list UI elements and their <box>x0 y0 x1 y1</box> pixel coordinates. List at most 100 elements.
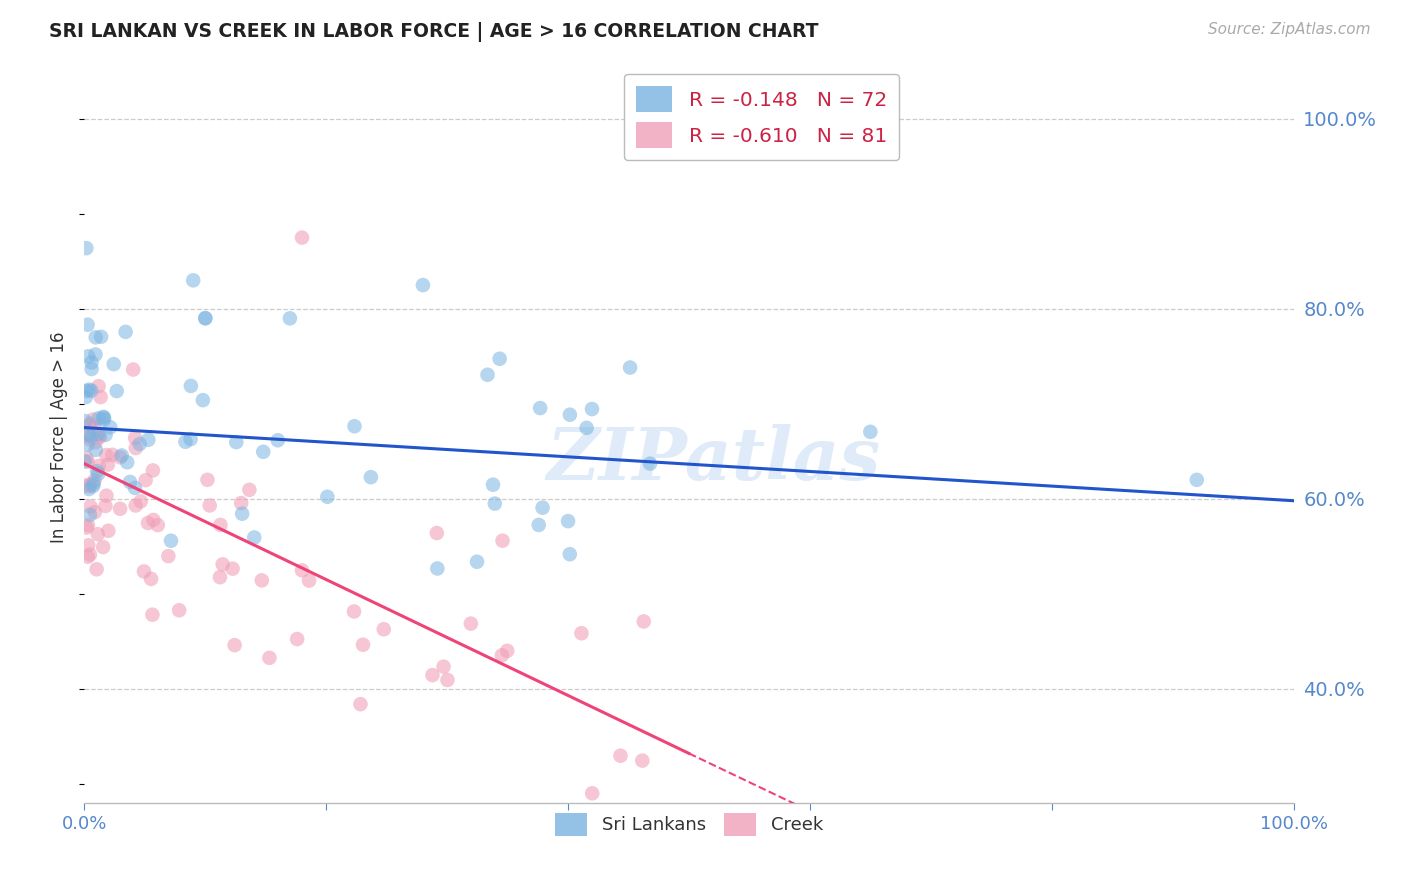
Point <box>142 513 165 527</box>
Point <box>79 477 101 491</box>
Point <box>571 626 593 640</box>
Point <box>631 754 654 768</box>
Point <box>291 230 314 244</box>
Point <box>132 565 155 579</box>
Point <box>581 786 603 800</box>
Point <box>557 514 579 528</box>
Point <box>87 427 110 442</box>
Point <box>84 347 107 361</box>
Point <box>108 501 131 516</box>
Point <box>224 638 246 652</box>
Point <box>267 434 290 448</box>
Point <box>465 555 488 569</box>
Point <box>231 496 253 510</box>
Point <box>80 384 103 398</box>
Point <box>128 437 150 451</box>
Point <box>633 615 655 629</box>
Point <box>76 437 98 451</box>
Point <box>108 450 131 465</box>
Point <box>75 428 97 442</box>
Point <box>96 489 118 503</box>
Point <box>79 479 101 493</box>
Point <box>76 549 98 564</box>
Point <box>142 463 165 477</box>
Point <box>80 429 103 443</box>
Point <box>80 355 103 369</box>
Point <box>77 482 100 496</box>
Point <box>87 379 110 393</box>
Point <box>75 451 97 466</box>
Point <box>373 622 395 636</box>
Point <box>211 558 233 572</box>
Point <box>91 540 114 554</box>
Point <box>198 499 221 513</box>
Point <box>79 508 101 522</box>
Point <box>118 475 141 489</box>
Point <box>412 278 434 293</box>
Point <box>432 659 454 673</box>
Point <box>125 441 148 455</box>
Point <box>181 273 204 287</box>
Point <box>360 470 382 484</box>
Point <box>77 418 100 433</box>
Point <box>491 648 513 663</box>
Point <box>83 420 105 434</box>
Point <box>101 448 124 462</box>
Point <box>89 430 111 444</box>
Point <box>285 632 308 646</box>
Point <box>531 500 554 515</box>
Point <box>76 384 98 398</box>
Point <box>75 390 97 404</box>
Point <box>197 473 219 487</box>
Point <box>124 431 146 445</box>
Point <box>73 479 96 493</box>
Point <box>83 505 105 519</box>
Point <box>77 518 100 533</box>
Point <box>124 481 146 495</box>
Point <box>859 425 882 439</box>
Point <box>76 318 98 332</box>
Point <box>167 603 190 617</box>
Point <box>209 517 232 532</box>
Point <box>73 454 96 468</box>
Point <box>103 357 125 371</box>
Point <box>97 458 120 472</box>
Point <box>529 401 551 415</box>
Point <box>90 390 112 404</box>
Point <box>77 349 100 363</box>
Point <box>194 311 217 326</box>
Point <box>84 442 107 457</box>
Point <box>208 570 231 584</box>
Point <box>491 533 513 548</box>
Point <box>114 325 136 339</box>
Point <box>252 445 274 459</box>
Point <box>426 526 449 541</box>
Point <box>157 549 180 563</box>
Point <box>76 521 98 535</box>
Point <box>87 429 110 443</box>
Point <box>484 497 506 511</box>
Point <box>343 605 366 619</box>
Point <box>638 457 661 471</box>
Text: Source: ZipAtlas.com: Source: ZipAtlas.com <box>1208 22 1371 37</box>
Point <box>87 467 110 481</box>
Point <box>94 427 117 442</box>
Point <box>76 455 98 469</box>
Point <box>111 449 134 463</box>
Point <box>243 531 266 545</box>
Point <box>194 311 217 326</box>
Point <box>180 379 202 393</box>
Point <box>609 748 631 763</box>
Point <box>146 518 169 533</box>
Point <box>460 616 482 631</box>
Point <box>77 538 100 552</box>
Point <box>422 668 444 682</box>
Point <box>1185 473 1208 487</box>
Point <box>80 362 103 376</box>
Point <box>83 474 105 488</box>
Point <box>482 477 505 491</box>
Point <box>436 673 458 687</box>
Point <box>79 548 101 562</box>
Point <box>581 402 603 417</box>
Point <box>135 473 157 487</box>
